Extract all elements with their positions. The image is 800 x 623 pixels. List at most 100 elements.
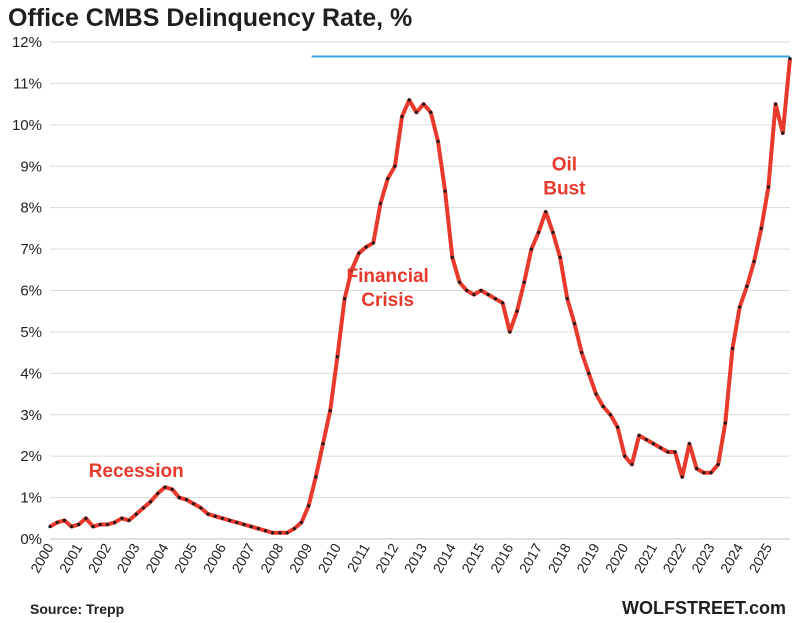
annotation-label: Bust [543, 178, 586, 199]
data-point [594, 392, 598, 396]
data-point [62, 518, 66, 522]
data-point [421, 102, 426, 106]
data-point [508, 330, 512, 334]
data-point [350, 268, 354, 272]
x-tick-label: 2013 [401, 540, 431, 575]
y-tick-label: 3% [20, 407, 42, 424]
data-point [781, 131, 785, 135]
annotation-label: Financial [346, 266, 428, 287]
data-point [730, 346, 735, 351]
data-point [702, 471, 706, 475]
data-point [91, 524, 95, 529]
x-tick-label: 2008 [257, 540, 287, 575]
data-point [623, 454, 627, 458]
x-tick-label: 2023 [688, 540, 718, 575]
data-point [436, 139, 440, 143]
data-point [242, 522, 246, 527]
data-point [378, 201, 383, 206]
y-tick-label: 0% [20, 531, 42, 548]
data-point [580, 351, 584, 355]
data-point [414, 110, 419, 115]
data-point [148, 500, 153, 504]
x-tick-label: 2025 [746, 540, 776, 575]
annotation-label: Oil [552, 154, 577, 175]
x-tick-label: 2014 [429, 540, 459, 575]
data-point [716, 462, 720, 467]
x-tick-label: 2012 [372, 540, 402, 575]
y-tick-label: 11% [13, 75, 42, 92]
data-point [84, 516, 88, 520]
x-tick-label: 2011 [344, 540, 373, 574]
x-tick-label: 2007 [228, 540, 258, 575]
data-point [292, 527, 296, 531]
data-point [407, 98, 411, 102]
data-point [738, 305, 742, 309]
data-point [220, 516, 225, 520]
data-point [170, 487, 174, 491]
data-point [105, 522, 110, 527]
data-point [321, 442, 325, 446]
data-point [429, 110, 433, 115]
series-markers [48, 56, 792, 535]
data-point [486, 293, 490, 297]
data-point [120, 516, 124, 520]
data-point [766, 185, 771, 189]
data-point [615, 425, 620, 429]
data-point [177, 495, 181, 500]
data-point [386, 177, 390, 181]
credit: WOLFSTREET.com [621, 598, 786, 618]
data-point [98, 522, 102, 527]
data-point [69, 524, 74, 529]
data-point [371, 241, 375, 245]
data-point [788, 56, 792, 61]
data-point [637, 433, 641, 438]
x-tick-label: 2005 [171, 540, 201, 575]
data-point [400, 114, 404, 119]
data-point [263, 529, 268, 533]
data-point [163, 485, 167, 489]
x-tick-label: 2018 [544, 540, 574, 575]
data-point [644, 438, 648, 442]
y-tick-label: 12% [12, 34, 42, 51]
y-tick-label: 10% [12, 117, 42, 134]
x-tick-label: 2017 [516, 540, 546, 575]
data-point [77, 522, 81, 527]
x-tick-label: 2016 [487, 540, 517, 575]
data-point [127, 518, 131, 522]
data-point [278, 531, 282, 535]
data-point [450, 255, 454, 259]
data-point [479, 288, 483, 293]
x-tick-label: 2002 [85, 540, 115, 575]
data-point [342, 297, 347, 301]
data-point [285, 531, 289, 535]
y-tick-label: 5% [20, 324, 42, 341]
data-point [457, 280, 462, 284]
data-point [544, 210, 548, 214]
data-point [630, 462, 634, 467]
y-tick-label: 9% [20, 158, 42, 175]
x-tick-label: 2024 [717, 540, 747, 575]
data-point [515, 309, 519, 313]
x-tick-label: 2004 [142, 540, 172, 575]
x-tick-label: 2006 [200, 540, 230, 575]
gridlines [50, 41, 790, 540]
data-point [335, 355, 339, 359]
x-tick-label: 2015 [458, 540, 488, 575]
data-point [357, 251, 361, 255]
data-point [551, 230, 555, 235]
data-point [536, 230, 541, 235]
data-point [759, 226, 763, 230]
data-point [752, 259, 756, 264]
data-point [673, 450, 677, 454]
data-point [314, 475, 318, 479]
chart-title: Office CMBS Delinquency Rate, % [8, 4, 413, 32]
data-point [501, 301, 505, 305]
data-point [608, 413, 612, 417]
data-point [141, 506, 145, 510]
data-point [192, 502, 196, 506]
y-axis-labels: 0% 1% 2% 3% 4% 5% 6% 7% 8% 9% 10% 11% 12% [12, 34, 42, 548]
data-point [307, 504, 311, 508]
data-point [235, 520, 239, 525]
data-point [651, 442, 656, 446]
